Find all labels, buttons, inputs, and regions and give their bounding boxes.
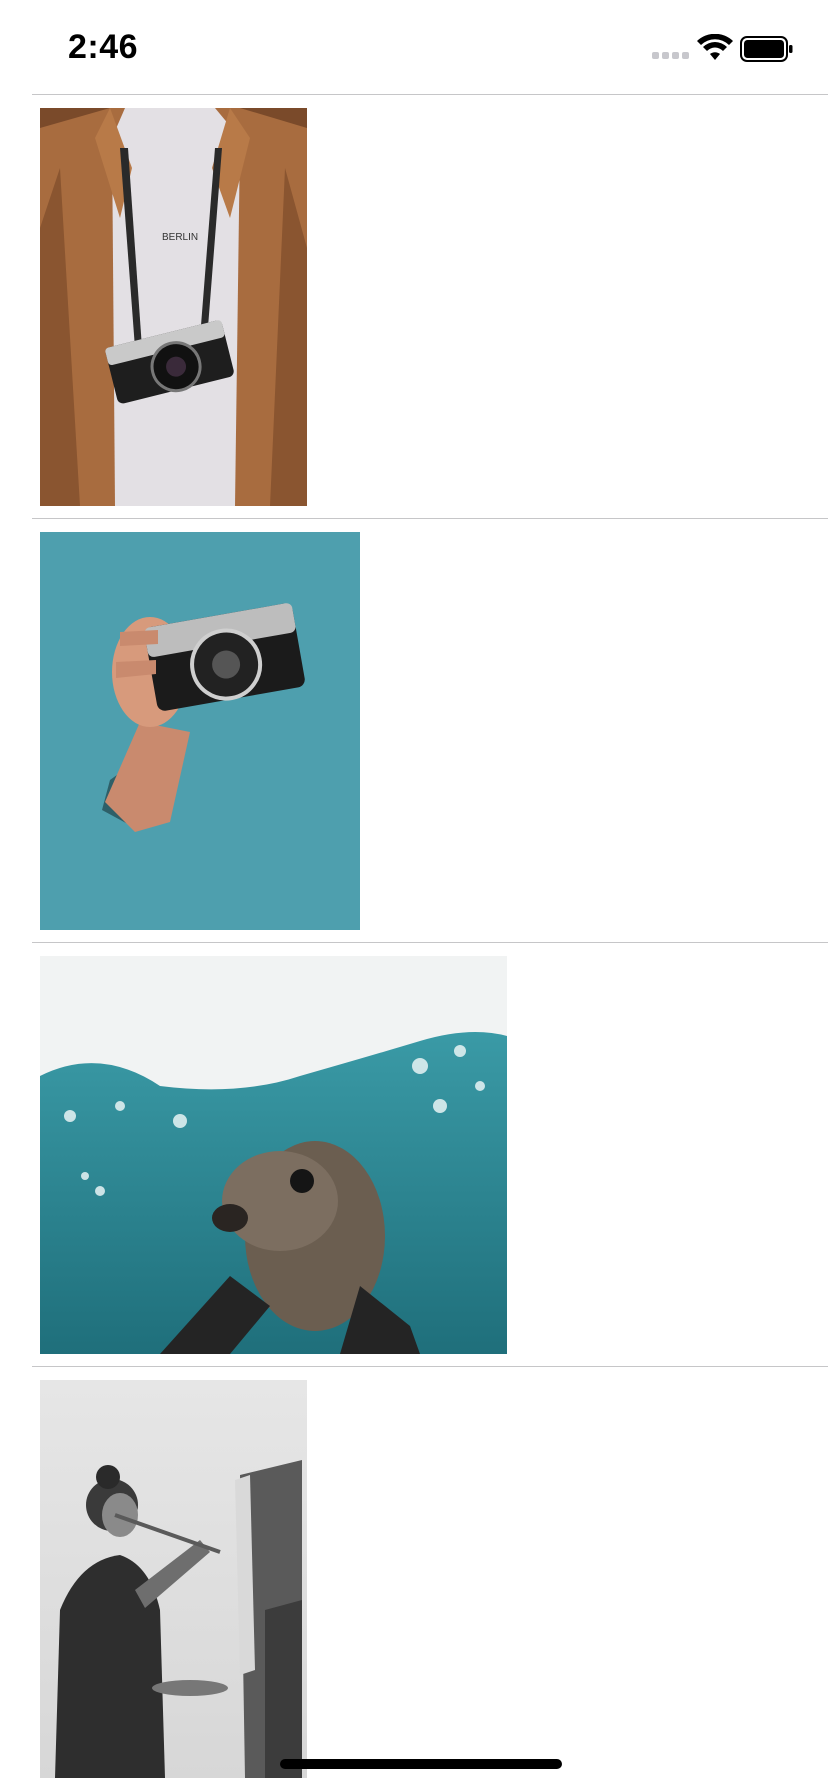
photo-thumbnail[interactable] bbox=[40, 956, 507, 1354]
shirt-print: BERLIN bbox=[162, 232, 198, 243]
list-item[interactable] bbox=[0, 518, 828, 942]
list-item[interactable]: BERLIN bbox=[0, 94, 828, 518]
row-separator bbox=[32, 1366, 828, 1367]
status-bar: 2:46 bbox=[0, 0, 828, 96]
photo-thumbnail[interactable] bbox=[40, 1380, 307, 1778]
list-item[interactable] bbox=[0, 942, 828, 1366]
home-indicator[interactable] bbox=[280, 1759, 562, 1769]
battery-icon bbox=[740, 36, 794, 62]
photo-thumbnail[interactable] bbox=[40, 532, 360, 930]
row-separator bbox=[32, 94, 828, 95]
photo-thumbnail[interactable]: BERLIN bbox=[40, 108, 307, 506]
cellular-signal-icon bbox=[652, 52, 690, 62]
row-separator bbox=[32, 942, 828, 943]
status-time: 2:46 bbox=[68, 28, 139, 66]
photo-list[interactable]: BERLIN bbox=[0, 94, 828, 1790]
row-separator bbox=[32, 518, 828, 519]
list-item[interactable] bbox=[0, 1366, 828, 1790]
wifi-icon bbox=[697, 33, 733, 62]
